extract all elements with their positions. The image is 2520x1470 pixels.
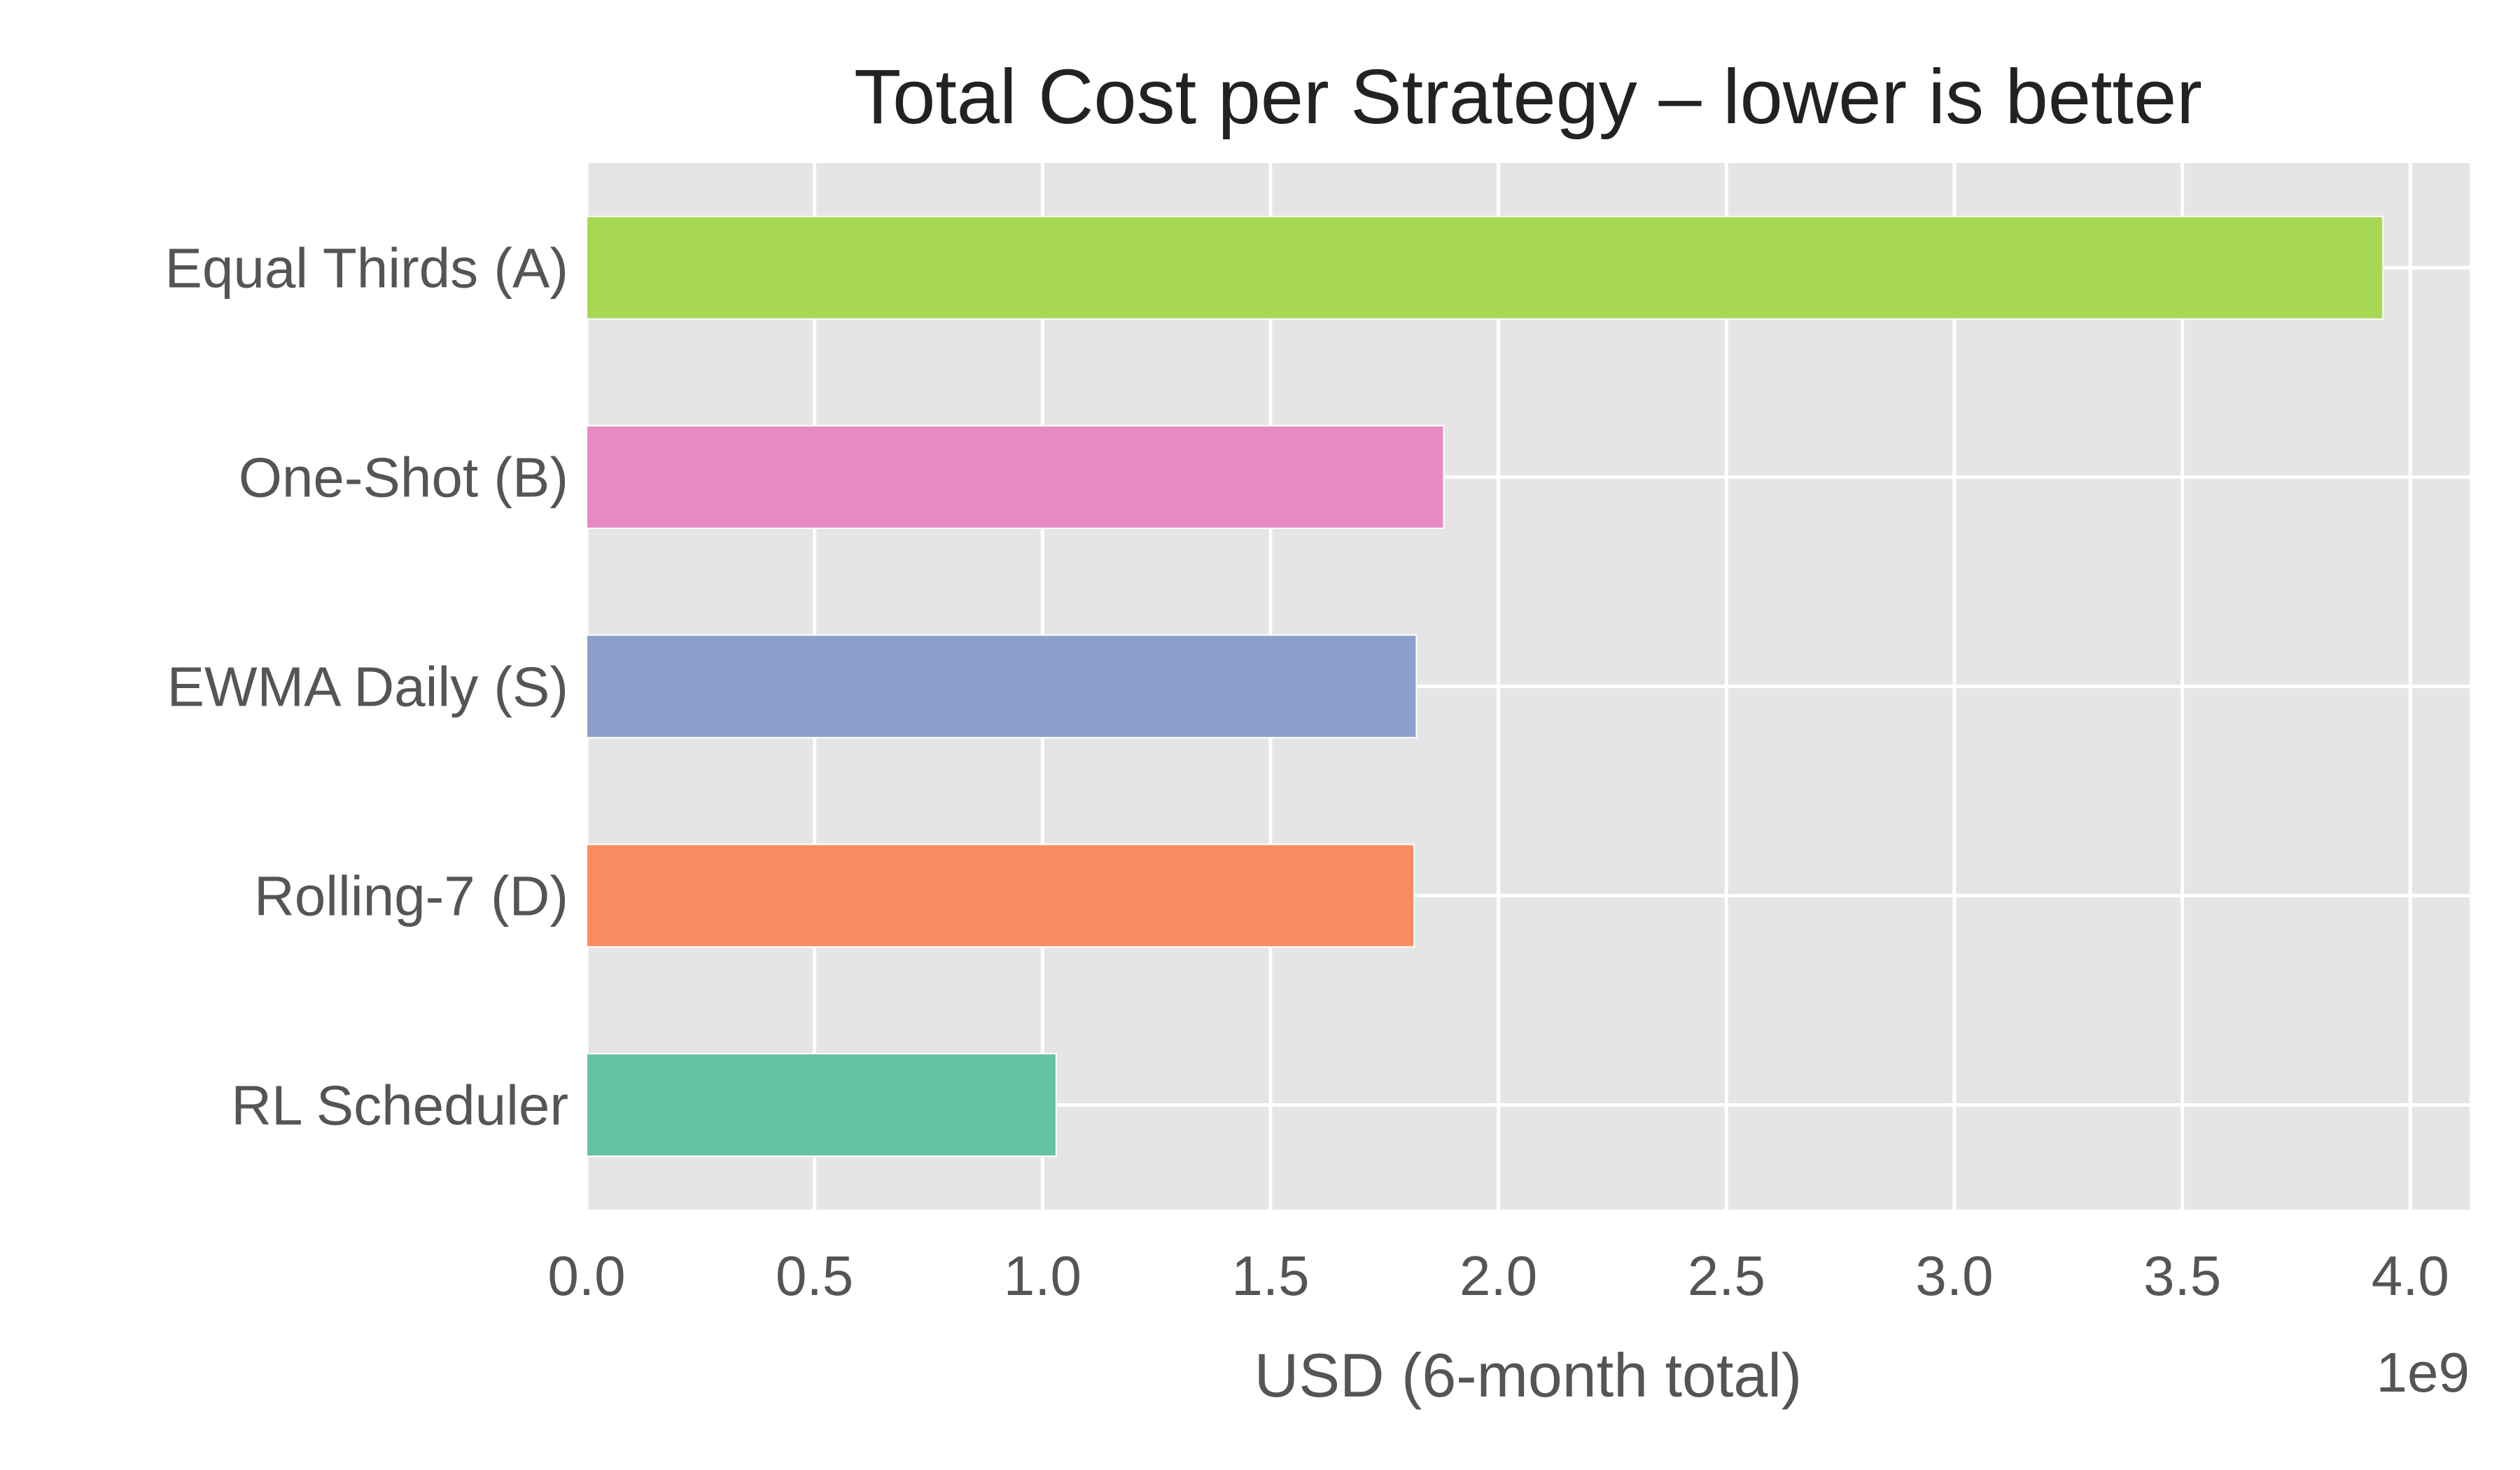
x-tick-label: 0.0 <box>547 1245 625 1307</box>
x-tick-label: 2.0 <box>1460 1245 1537 1307</box>
x-tick-label: 3.5 <box>2143 1245 2221 1307</box>
x-tick-labels: 0.0 0.5 1.0 1.5 2.0 2.5 3.0 3.5 4.0 <box>547 1245 2449 1307</box>
y-tick-label: Rolling-7 (D) <box>254 865 568 927</box>
chart-title: Total Cost per Strategy – lower is bette… <box>854 54 2202 140</box>
y-tick-label: EWMA Daily (S) <box>167 656 568 718</box>
bars <box>586 216 2384 1157</box>
y-tick-labels: Equal Thirds (A) One-Shot (B) EWMA Daily (… <box>164 237 568 1137</box>
bar <box>586 425 1445 529</box>
x-tick-label: 3.0 <box>1915 1245 1993 1307</box>
y-tick-label: One-Shot (B) <box>239 447 568 509</box>
bar <box>586 216 2384 320</box>
bar <box>586 1053 1057 1157</box>
x-tick-label: 4.0 <box>2372 1245 2449 1307</box>
x-tick-label: 1.5 <box>1231 1245 1309 1307</box>
x-tick-label: 0.5 <box>776 1245 853 1307</box>
x-axis-label: USD (6-month total) <box>1254 1340 1802 1410</box>
x-axis-offset-label: 1e9 <box>2376 1341 2470 1404</box>
y-tick-label: Equal Thirds (A) <box>164 237 568 300</box>
bar <box>586 634 1418 738</box>
bar <box>586 844 1415 948</box>
y-tick-label: RL Scheduler <box>231 1074 568 1137</box>
x-tick-label: 1.0 <box>1004 1245 1082 1307</box>
x-tick-label: 2.5 <box>1688 1245 1765 1307</box>
